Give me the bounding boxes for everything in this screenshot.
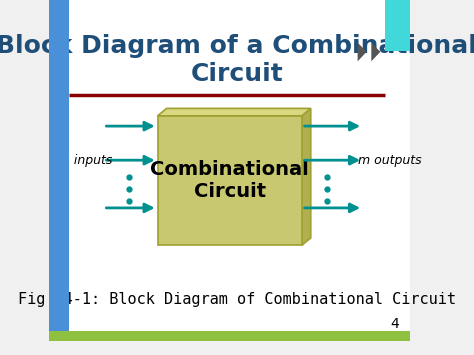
Bar <box>385 0 410 51</box>
Polygon shape <box>302 108 311 245</box>
Text: Department of Electronic Engineering, FJU: Department of Electronic Engineering, FJ… <box>55 192 62 340</box>
Text: n inputs: n inputs <box>62 154 112 167</box>
Text: Combinational
Circuit: Combinational Circuit <box>150 160 309 201</box>
Polygon shape <box>357 43 366 61</box>
Text: m outputs: m outputs <box>358 154 422 167</box>
Text: Block Diagram of a Combinational
Circuit: Block Diagram of a Combinational Circuit <box>0 34 474 86</box>
Bar <box>157 116 302 245</box>
Text: 4: 4 <box>390 317 399 331</box>
Text: Fig. 4-1: Block Diagram of Combinational Circuit: Fig. 4-1: Block Diagram of Combinational… <box>18 293 456 307</box>
Bar <box>49 0 69 341</box>
Polygon shape <box>371 43 380 61</box>
Bar <box>49 331 410 341</box>
Polygon shape <box>157 108 311 116</box>
Text: Chapter 5 Synchronous Sequential Logic: Chapter 5 Synchronous Sequential Logic <box>54 49 63 223</box>
